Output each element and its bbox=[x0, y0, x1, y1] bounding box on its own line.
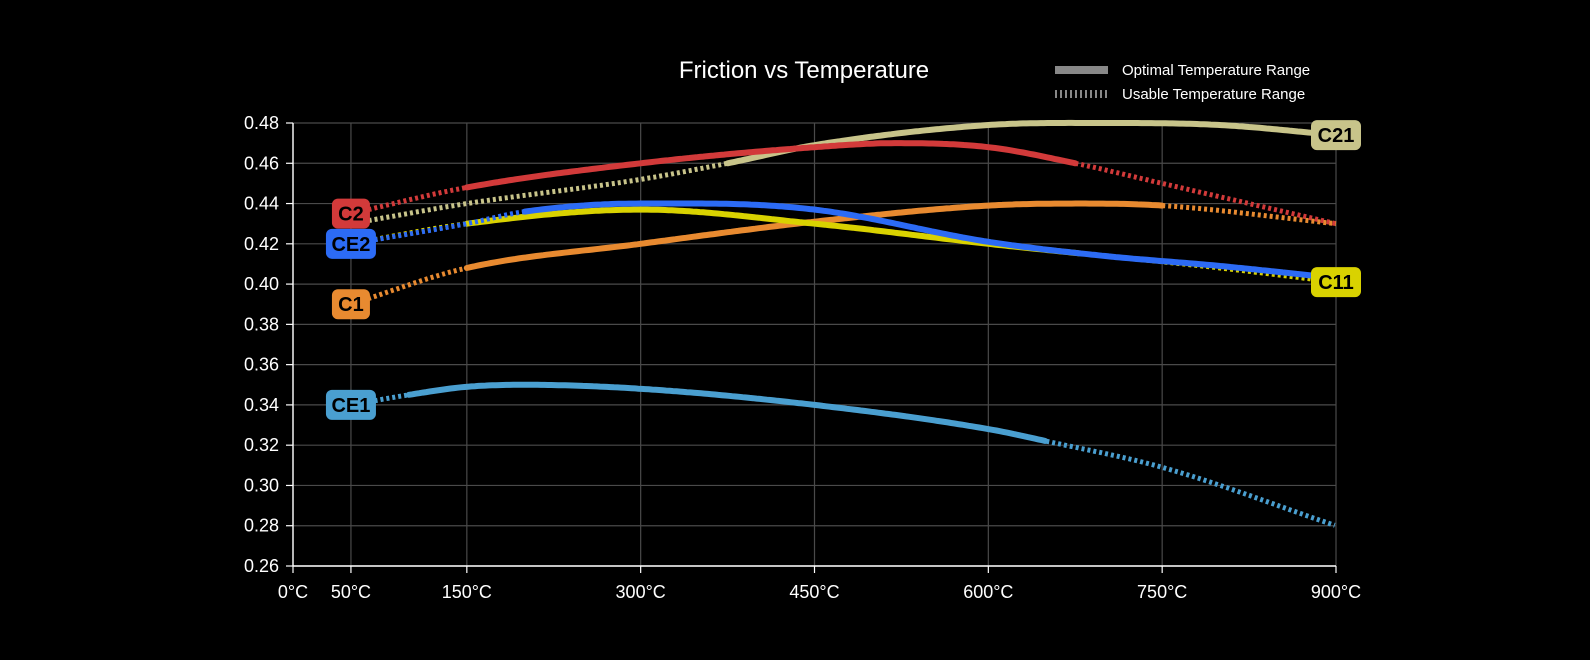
y-tick-label: 0.42 bbox=[244, 234, 279, 254]
series-c21 bbox=[350, 119, 1339, 227]
series-label-c1: C1 bbox=[331, 289, 370, 320]
series-labels: C21 C2 C1 C11 CE2 CE1 bbox=[325, 120, 1361, 420]
series-label-badge bbox=[1311, 120, 1361, 151]
legend: Optimal Temperature Range Usable Tempera… bbox=[1055, 62, 1310, 103]
y-tick-label: 0.40 bbox=[244, 274, 279, 294]
usable-segment bbox=[350, 185, 467, 217]
series-label-text: C21 bbox=[1318, 125, 1355, 147]
optimal-segment bbox=[724, 119, 1339, 167]
y-tick-label: 0.32 bbox=[244, 435, 279, 455]
x-tick-label: 750°C bbox=[1137, 582, 1187, 602]
y-tick-label: 0.46 bbox=[244, 153, 279, 173]
series-label-badge bbox=[331, 198, 370, 229]
y-tick-label: 0.30 bbox=[244, 475, 279, 495]
x-tick-label: 450°C bbox=[789, 582, 839, 602]
y-tick-label: 0.44 bbox=[244, 194, 279, 214]
optimal-segment bbox=[405, 381, 1049, 444]
series-label-badge bbox=[331, 289, 370, 320]
x-tick-label: 50°C bbox=[331, 582, 371, 602]
series-label-c11: C11 bbox=[1311, 267, 1361, 298]
series-label-text: C1 bbox=[338, 294, 364, 316]
series-label-c21: C21 bbox=[1311, 120, 1361, 151]
series-label-ce2: CE2 bbox=[325, 228, 376, 259]
axes: 0.26 0.28 0.30 0.32 0.34 0.36 0.38 0.40 0.42 0.44… bbox=[244, 113, 1361, 602]
x-tick-label: 600°C bbox=[963, 582, 1013, 602]
usable-segment bbox=[350, 265, 467, 307]
x-tick-label: 300°C bbox=[616, 582, 666, 602]
series-label-c2: C2 bbox=[331, 198, 370, 229]
y-tick-label: 0.48 bbox=[244, 113, 279, 133]
series-label-ce1: CE1 bbox=[325, 389, 376, 420]
usable-segment bbox=[1162, 203, 1337, 227]
legend-label-optimal: Optimal Temperature Range bbox=[1122, 62, 1310, 79]
y-tick-label: 0.34 bbox=[244, 395, 279, 415]
x-tick-label: 900°C bbox=[1311, 582, 1361, 602]
series-label-badge bbox=[325, 389, 376, 420]
optimal-segment bbox=[521, 200, 1338, 281]
series-label-text: CE2 bbox=[331, 234, 370, 256]
y-tick-label: 0.38 bbox=[244, 314, 279, 334]
series-ce1 bbox=[350, 381, 1336, 528]
series-label-text: C11 bbox=[1318, 272, 1354, 294]
x-tick-label: 0°C bbox=[278, 582, 308, 602]
optimal-segment bbox=[463, 140, 1079, 191]
usable-segment bbox=[1045, 438, 1336, 528]
chart-title: Friction vs Temperature bbox=[679, 57, 929, 84]
series-label-badge bbox=[1311, 267, 1361, 298]
series-label-text: C2 bbox=[338, 204, 364, 226]
series-c2 bbox=[350, 140, 1337, 227]
y-tick-label: 0.26 bbox=[244, 556, 279, 576]
legend-label-usable: Usable Temperature Range bbox=[1122, 86, 1305, 103]
usable-segment bbox=[1074, 160, 1337, 227]
series-label-text: CE1 bbox=[331, 395, 370, 417]
y-tick-label: 0.36 bbox=[244, 355, 279, 375]
x-tick-label: 150°C bbox=[442, 582, 492, 602]
series-ce2 bbox=[350, 200, 1338, 281]
series-lines bbox=[350, 119, 1339, 528]
y-tick-label: 0.28 bbox=[244, 516, 279, 536]
series-label-badge bbox=[325, 228, 376, 259]
